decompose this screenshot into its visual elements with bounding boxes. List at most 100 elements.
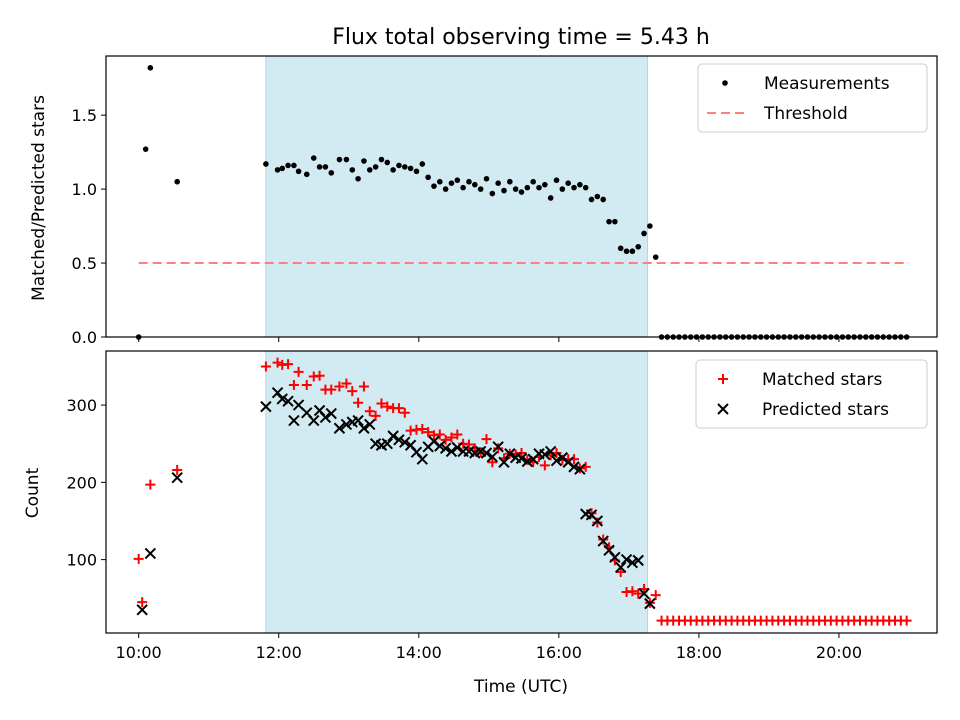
matched-stars-point — [516, 447, 527, 458]
matched-stars-point — [293, 366, 304, 377]
measurement-point — [652, 254, 659, 260]
predicted-stars-point — [319, 411, 332, 424]
predicted-stars-point — [260, 400, 272, 413]
bottom-y-axis-label: Count — [23, 467, 43, 518]
predicted-stars-point — [632, 554, 644, 567]
matched-stars-point — [586, 508, 597, 519]
measurement-point — [495, 180, 501, 186]
y-tick-label: 0.0 — [72, 328, 97, 347]
predicted-stars-point — [574, 463, 586, 475]
predicted-stars-point — [597, 535, 609, 547]
predicted-stars-point — [171, 471, 183, 484]
measurement-point — [629, 248, 636, 255]
predicted-stars-point — [358, 422, 370, 434]
x-tick-label: 18:00 — [676, 643, 722, 662]
measurement-point — [437, 178, 443, 185]
matched-stars-point — [314, 370, 325, 381]
measurement-point — [536, 184, 542, 191]
matched-stars-point — [133, 553, 144, 564]
measurement-point — [647, 223, 653, 229]
predicted-stars-point — [498, 456, 510, 468]
predicted-stars-point — [308, 414, 320, 427]
measurement-point — [142, 146, 149, 152]
measurement-point — [507, 178, 513, 185]
predicted-stars-point — [492, 441, 504, 453]
measurement-point — [147, 65, 154, 71]
matched-stars-point — [452, 429, 463, 440]
predicted-stars-point — [288, 414, 300, 427]
measurement-point — [407, 165, 414, 172]
y-tick-label: 0.5 — [72, 254, 97, 273]
legend-entry: Matched stars — [762, 370, 882, 390]
x-tick-label: 14:00 — [396, 643, 442, 662]
measurement-point — [390, 167, 396, 173]
measurement-point — [472, 181, 478, 188]
predicted-stars-point — [439, 442, 452, 455]
measurement-point — [303, 171, 310, 178]
measurement-point — [285, 162, 291, 169]
matched-stars-point — [347, 386, 358, 397]
measurement-point — [328, 170, 335, 176]
measurement-point — [559, 186, 566, 192]
measurement-point — [295, 168, 302, 175]
predicted-stars-point — [486, 451, 499, 463]
legend-marker-matched — [718, 374, 728, 384]
measurement-point — [489, 190, 496, 197]
predicted-stars-point — [515, 452, 528, 465]
measurement-point — [316, 164, 323, 170]
measurement-point — [413, 168, 420, 175]
matched-stars-point — [364, 406, 375, 417]
matched-stars-point — [539, 460, 550, 471]
x-tick-label: 20:00 — [816, 643, 862, 662]
predicted-stars-point — [550, 455, 563, 467]
predicted-stars-point — [591, 515, 604, 527]
measurement-point — [623, 248, 630, 255]
measurement-point — [263, 161, 269, 167]
matched-stars-point — [487, 457, 498, 468]
top-panel: 0.0 0.5 1.0 1.5 Measurements Threshold — [72, 55, 938, 347]
measurement-point — [512, 186, 519, 192]
measurement-point — [501, 187, 507, 194]
top-y-axis-label: Matched/Predicted stars — [29, 95, 49, 301]
measurement-point — [617, 245, 624, 252]
matched-stars-point — [358, 381, 369, 392]
legend-box — [695, 359, 928, 429]
matched-stars-point — [598, 534, 609, 545]
axes-frame — [105, 350, 938, 634]
measurement-point — [582, 184, 589, 191]
matched-stars-point — [393, 403, 404, 414]
matched-stars-point — [493, 443, 504, 454]
predicted-stars-point — [609, 551, 621, 563]
predicted-stars-point — [638, 587, 650, 600]
legend-entry: Threshold — [763, 104, 848, 124]
predicted-stars-point — [325, 407, 337, 420]
measurement-point — [635, 243, 642, 250]
matched-stars-point — [341, 378, 352, 389]
measurement-point — [372, 164, 379, 170]
measurement-point — [466, 178, 472, 185]
matched-stars-point — [382, 401, 393, 412]
predicted-stars-point — [387, 430, 399, 442]
matched-stars-point — [440, 434, 451, 445]
measurement-point — [553, 177, 560, 184]
legend-entry: Predicted stars — [762, 400, 889, 420]
measurement-point — [310, 155, 317, 161]
predicted-stars-point — [381, 438, 393, 450]
predicted-stars-point — [539, 448, 551, 461]
measurement-point — [594, 193, 601, 200]
measurement-point — [279, 165, 286, 172]
predicted-stars-point — [333, 422, 346, 434]
measurement-point — [460, 184, 466, 191]
measurement-point — [442, 186, 449, 192]
predicted-stars-point — [644, 597, 656, 610]
matched-stars-point — [283, 359, 294, 370]
measurement-point — [401, 164, 408, 170]
predicted-stars-point — [340, 418, 353, 431]
measurement-point — [542, 181, 548, 188]
matched-stars-point — [272, 357, 283, 368]
predicted-stars-point — [399, 436, 411, 448]
measurement-point — [425, 174, 431, 181]
predicted-stars-point — [451, 441, 464, 454]
y-tick-label: 1.0 — [72, 180, 97, 199]
measurement-point — [577, 181, 583, 188]
